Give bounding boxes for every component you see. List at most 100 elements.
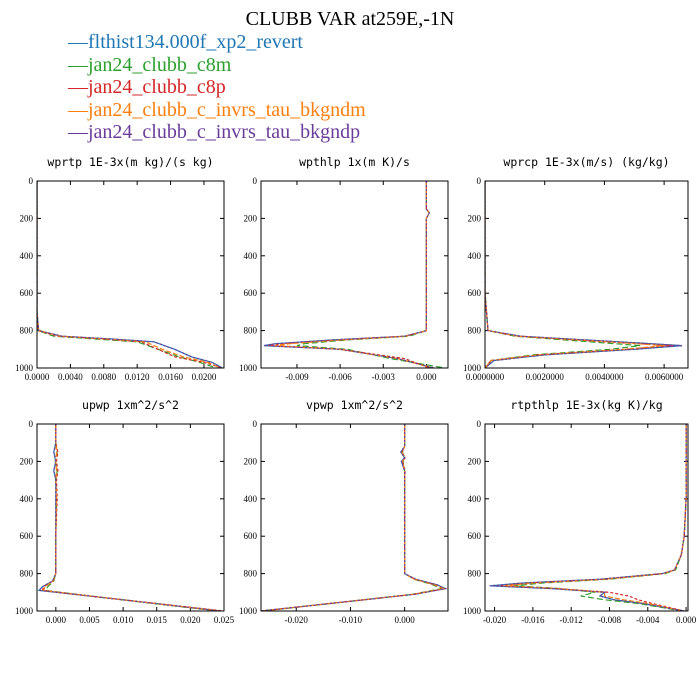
- plot-frame: [260, 423, 449, 612]
- x-tick-label: 0.015: [147, 615, 168, 625]
- legend-item: —flthist134.000f_xp2_revert: [68, 31, 366, 54]
- y-tick-label: 0: [253, 419, 258, 429]
- legend-item: —jan24_clubb_c8m: [68, 54, 366, 77]
- series-line: [37, 181, 217, 368]
- y-tick-label: 800: [468, 569, 482, 579]
- x-tick-label: 0.0200: [192, 372, 217, 382]
- series-line: [485, 181, 683, 368]
- x-tick-label: -0.004: [636, 615, 660, 625]
- x-tick-label: -0.016: [521, 615, 545, 625]
- x-tick-label: 0.0080: [91, 372, 116, 382]
- x-tick-label: 0.0060000: [645, 372, 684, 382]
- plot-panel: wpthlp 1x(m K)/s 0 200 400 600 800 1000 -0.009 -…: [239, 155, 449, 382]
- y-tick-label: 400: [244, 494, 258, 504]
- plot-frame: [484, 180, 689, 369]
- plot-title: wprcp 1E-3x(m/s) (kg/kg): [503, 155, 669, 169]
- plot-panel: wprtp 1E-3x(m kg)/(s kg) 0 200 400 600 800 100…: [15, 155, 225, 382]
- series-line: [44, 424, 218, 611]
- x-tick-label: 0.0120: [125, 372, 150, 382]
- plot-frame: [260, 180, 449, 369]
- legend-item: —jan24_clubb_c8p: [68, 76, 366, 99]
- series-line: [37, 181, 223, 368]
- y-tick-label: 400: [468, 494, 482, 504]
- plot-frame: [36, 423, 225, 612]
- y-tick-label: 200: [468, 456, 482, 466]
- x-tick-label: -0.009: [285, 372, 309, 382]
- y-tick-label: 600: [20, 531, 34, 541]
- y-tick-label: 200: [20, 213, 34, 223]
- series-line: [262, 424, 446, 611]
- x-tick-label: 0.005: [79, 615, 100, 625]
- x-tick-label: 0.0020000: [526, 372, 565, 382]
- plot-title: vpwp 1xm^2/s^2: [306, 398, 403, 412]
- y-tick-label: 200: [468, 213, 482, 223]
- y-tick-label: 400: [244, 251, 258, 261]
- series-line: [261, 424, 448, 611]
- y-tick-label: 1000: [463, 363, 482, 373]
- legend-label: flthist134.000f_xp2_revert: [88, 31, 303, 53]
- x-tick-label: -0.008: [598, 615, 622, 625]
- y-tick-label: 200: [244, 213, 258, 223]
- y-tick-label: 800: [468, 326, 482, 336]
- y-tick-label: 0: [29, 176, 34, 186]
- plot-frame: [484, 423, 689, 612]
- series-line: [489, 424, 687, 611]
- y-tick-label: 400: [468, 251, 482, 261]
- legend: —flthist134.000f_xp2_revert —jan24_clubb…: [68, 31, 366, 144]
- x-tick-label: -0.020: [285, 615, 309, 625]
- series-line: [261, 424, 448, 611]
- plot-panel: wprcp 1E-3x(m/s) (kg/kg) 0 200 400 600 800 100…: [463, 155, 689, 382]
- y-tick-label: 600: [468, 531, 482, 541]
- y-tick-label: 400: [20, 494, 34, 504]
- plot-title: upwp 1xm^2/s^2: [82, 398, 179, 412]
- series-line: [296, 181, 446, 368]
- plot-panel: upwp 1xm^2/s^2 0 200 400 600 800 1000 0.000 0.00…: [15, 398, 235, 625]
- series-line: [261, 424, 448, 611]
- x-tick-label: 0.000: [46, 615, 67, 625]
- legend-label: jan24_clubb_c8m: [88, 53, 232, 76]
- series-line: [37, 181, 223, 368]
- series-line: [41, 424, 224, 611]
- y-tick-label: 800: [244, 569, 258, 579]
- series-line: [263, 424, 444, 611]
- y-tick-label: 600: [244, 531, 258, 541]
- y-tick-label: 0: [29, 419, 34, 429]
- y-tick-label: 800: [20, 326, 34, 336]
- y-tick-label: 1000: [15, 606, 34, 616]
- x-tick-label: 0.0000: [25, 372, 50, 382]
- y-tick-label: 1000: [463, 606, 482, 616]
- x-tick-label: 0.000: [395, 615, 416, 625]
- plot-title: wprtp 1E-3x(m kg)/(s kg): [47, 155, 213, 169]
- x-tick-label: 0.0040000: [585, 372, 624, 382]
- y-tick-label: 800: [20, 569, 34, 579]
- y-tick-label: 1000: [15, 363, 34, 373]
- x-tick-label: -0.006: [328, 372, 352, 382]
- series-line: [275, 181, 434, 368]
- y-tick-label: 0: [253, 176, 258, 186]
- y-tick-label: 1000: [239, 363, 258, 373]
- y-tick-label: 600: [20, 288, 34, 298]
- series-line: [37, 424, 221, 611]
- y-tick-label: 600: [468, 288, 482, 298]
- y-tick-label: 0: [477, 176, 482, 186]
- y-tick-label: 0: [477, 419, 482, 429]
- series-line: [485, 181, 641, 368]
- legend-label: jan24_clubb_c_invrs_tau_bkgndm: [88, 98, 366, 121]
- x-tick-label: -0.012: [560, 615, 583, 625]
- y-tick-label: 800: [244, 326, 258, 336]
- x-tick-label: 0.010: [113, 615, 134, 625]
- plot-title: rtpthlp 1E-3x(kg K)/kg: [510, 398, 662, 412]
- x-tick-label: 0.0160: [158, 372, 183, 382]
- series-line: [485, 181, 665, 368]
- plot-title: wpthlp 1x(m K)/s: [299, 155, 410, 169]
- series-line: [489, 424, 687, 611]
- legend-label: jan24_clubb_c8p: [88, 76, 226, 98]
- legend-item: —jan24_clubb_c_invrs_tau_bkgndm: [68, 99, 366, 122]
- x-tick-label: -0.003: [372, 372, 396, 382]
- x-tick-label: 0.000: [416, 372, 437, 382]
- y-tick-label: 200: [244, 456, 258, 466]
- plot-frame: [36, 180, 225, 369]
- y-tick-label: 600: [244, 288, 258, 298]
- plot-panel: vpwp 1xm^2/s^2 0 200 400 600 800 1000 -0.020 -0.…: [239, 398, 449, 625]
